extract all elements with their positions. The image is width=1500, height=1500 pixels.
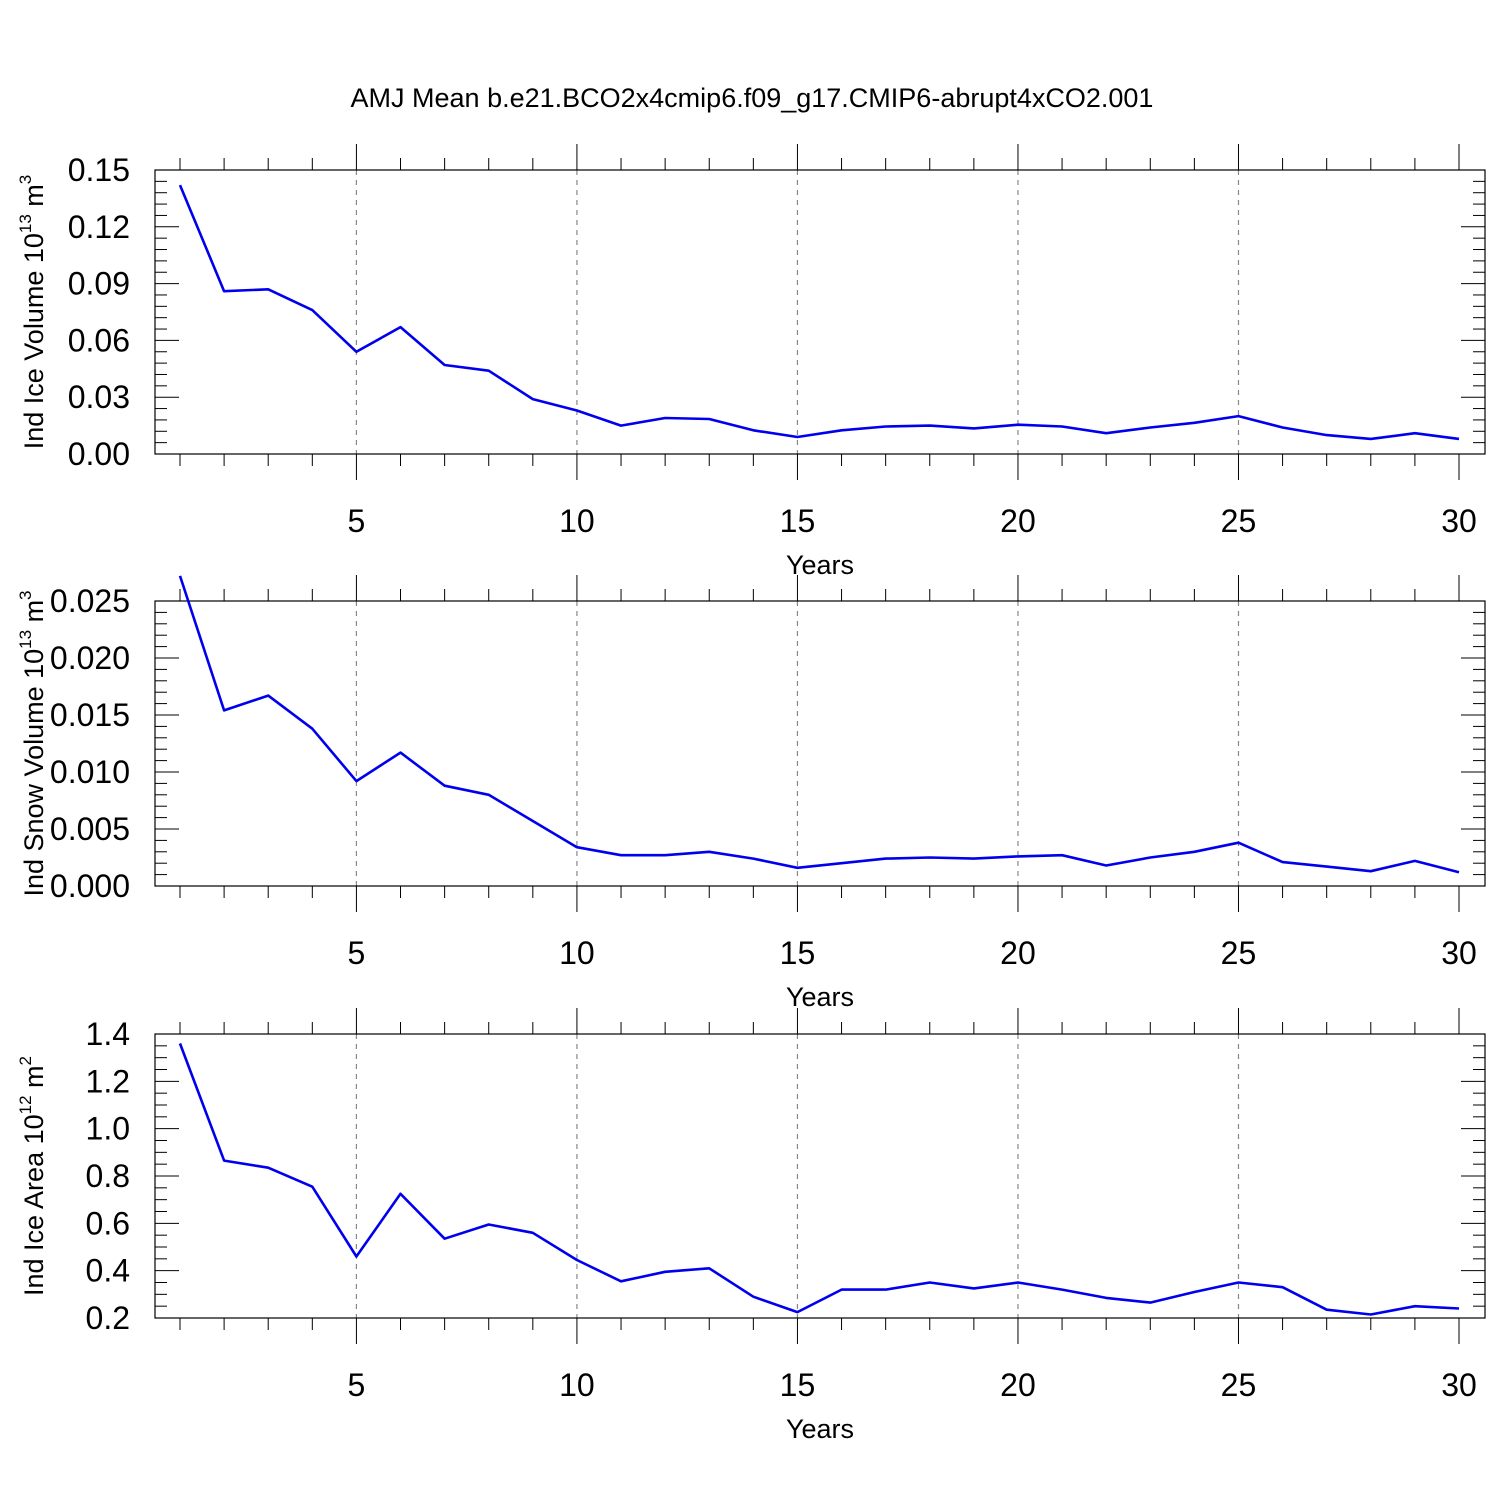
x-tick-label: 25 <box>1221 935 1257 971</box>
x-tick-label: 15 <box>780 935 816 971</box>
y-axis-label: Ind Ice Area 1012 m2 <box>16 1056 49 1296</box>
y-tick-label: 0.06 <box>68 322 130 358</box>
x-tick-label: 10 <box>559 503 595 539</box>
figure-title: AMJ Mean b.e21.BCO2x4cmip6.f09_g17.CMIP6… <box>351 83 1154 113</box>
x-tick-label: 20 <box>1000 1367 1036 1403</box>
x-tick-label: 15 <box>780 503 816 539</box>
x-tick-label: 5 <box>348 1367 366 1403</box>
x-tick-label: 25 <box>1221 1367 1257 1403</box>
x-tick-label: 10 <box>559 935 595 971</box>
y-tick-label: 0.15 <box>68 152 130 188</box>
panel-ice-area: 5 10 15 20 25 30 0.2 0.4 0.6 0.8 1.0 1.2 1.4 Years Ind… <box>16 1008 1486 1444</box>
y-tick-label: 0.09 <box>68 266 130 302</box>
y-tick-label: 0.6 <box>86 1205 130 1241</box>
y-axis-label: Ind Snow Volume 1013 m3 <box>16 590 49 896</box>
x-tick-label: 20 <box>1000 935 1036 971</box>
x-axis-label: Years <box>786 550 854 580</box>
y-tick-label: 0.8 <box>86 1158 130 1194</box>
x-tick-label: 15 <box>780 1367 816 1403</box>
y-tick-label: 1.0 <box>86 1111 130 1147</box>
x-axis-label: Years <box>786 982 854 1012</box>
y-tick-label: 0.005 <box>50 811 130 847</box>
series-line <box>178 1043 1460 1316</box>
series-line <box>178 184 1460 441</box>
y-tick-label: 1.2 <box>86 1063 130 1099</box>
x-tick-label: 20 <box>1000 503 1036 539</box>
y-tick-label: 0.025 <box>50 583 130 619</box>
y-tick-label: 0.2 <box>86 1300 130 1336</box>
plot-frame <box>154 1033 1486 1319</box>
x-tick-label: 10 <box>559 1367 595 1403</box>
x-tick-label: 30 <box>1441 935 1477 971</box>
y-tick-label: 0.00 <box>68 436 130 472</box>
x-tick-label: 5 <box>348 503 366 539</box>
y-tick-label: 1.4 <box>86 1016 130 1052</box>
y-axis-label: Ind Ice Volume 1013 m3 <box>16 175 49 450</box>
series-line <box>178 575 1460 874</box>
y-tick-label: 0.000 <box>50 868 130 904</box>
panel-ice-volume: 5 10 15 20 25 30 0.00 0.03 0.06 0.09 0.12 0.15 Years… <box>16 144 1486 580</box>
plot-frame <box>154 600 1486 887</box>
x-tick-label: 30 <box>1441 1367 1477 1403</box>
x-tick-label: 30 <box>1441 503 1477 539</box>
y-tick-label: 0.12 <box>68 209 130 245</box>
panel-snow-volume: 5 10 15 20 25 30 0.000 0.005 0.010 0.015 0.020 0.02… <box>16 575 1486 1012</box>
x-tick-label: 25 <box>1221 503 1257 539</box>
y-tick-label: 0.03 <box>68 379 130 415</box>
x-axis-label: Years <box>786 1414 854 1444</box>
y-tick-label: 0.015 <box>50 697 130 733</box>
y-tick-label: 0.4 <box>86 1253 130 1289</box>
x-tick-label: 5 <box>348 935 366 971</box>
plot-frame <box>154 169 1486 455</box>
y-tick-label: 0.010 <box>50 754 130 790</box>
y-tick-label: 0.020 <box>50 640 130 676</box>
